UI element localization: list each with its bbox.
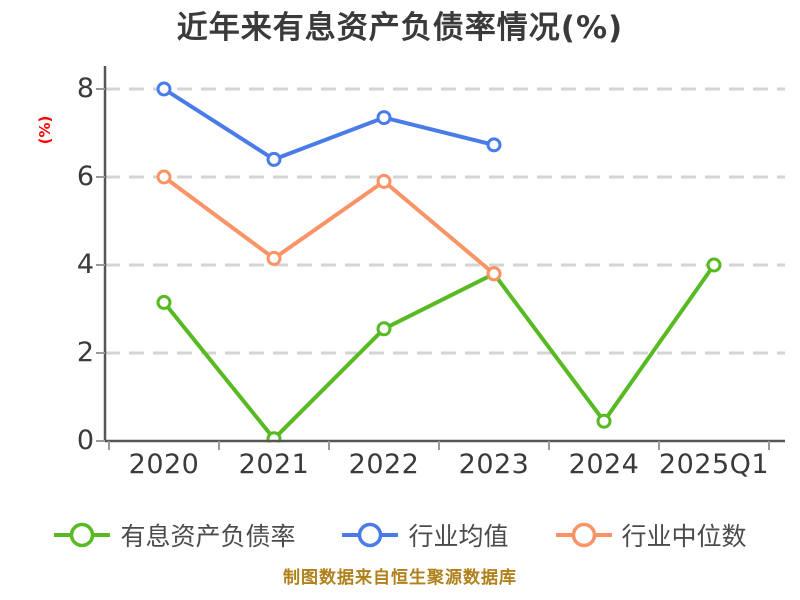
- x-tick-label: 2025Q1: [658, 449, 770, 480]
- legend: 有息资产负债率 行业均值 行业中位数: [0, 512, 800, 558]
- data-point: [156, 169, 172, 185]
- legend-label: 有息资产负债率: [120, 522, 296, 551]
- data-source-note: 制图数据来自恒生聚源数据库: [283, 568, 517, 588]
- legend-label: 行业中位数: [621, 522, 747, 551]
- legend-label: 行业均值: [408, 522, 509, 551]
- y-tick-label: 8: [76, 73, 94, 104]
- legend-item: 行业中位数: [555, 517, 747, 553]
- x-tick-label: 2021: [238, 449, 310, 480]
- data-point: [266, 250, 282, 266]
- chart-title: 近年来有息资产负债率情况(%): [176, 10, 624, 46]
- data-point: [376, 173, 392, 189]
- y-tick-label: 6: [76, 161, 94, 192]
- data-point: [156, 81, 172, 97]
- data-point: [486, 266, 502, 282]
- series-line-有息资产负债率: [162, 263, 716, 441]
- legend-item: 有息资产负债率: [53, 517, 295, 553]
- data-point: [266, 431, 282, 443]
- x-tick-label: 2022: [348, 449, 420, 480]
- series-line-行业均值: [162, 87, 496, 162]
- data-point: [596, 413, 612, 429]
- data-point: [376, 321, 392, 337]
- data-point: [486, 137, 502, 153]
- legend-item: 行业均值: [341, 517, 509, 553]
- x-tick-label: 2023: [458, 449, 530, 480]
- y-tick-label: 0: [76, 425, 94, 456]
- y-tick-label: 4: [76, 249, 94, 280]
- legend-marker-icon: [555, 522, 612, 548]
- legend-marker-icon: [342, 522, 399, 548]
- data-point: [376, 110, 392, 126]
- legend-marker-icon: [54, 522, 111, 548]
- data-point: [266, 151, 282, 167]
- data-point: [706, 257, 722, 273]
- y-tick-label: 2: [76, 337, 94, 368]
- x-tick-label: 2024: [568, 449, 640, 480]
- data-point: [156, 294, 172, 310]
- series-line-行业中位数: [162, 175, 496, 276]
- x-tick-label: 2020: [128, 449, 200, 480]
